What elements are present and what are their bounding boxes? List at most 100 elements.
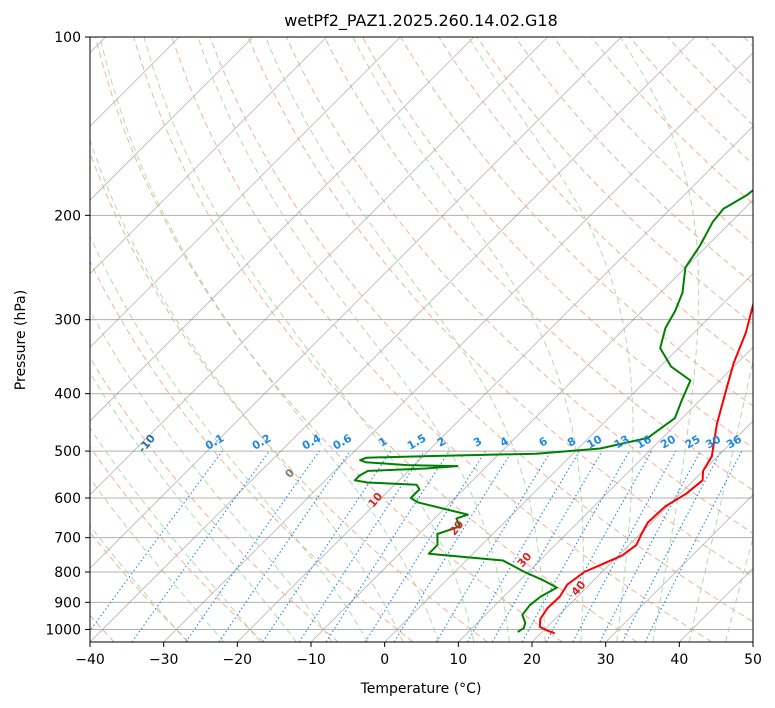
moist-adiabat-line [265,37,546,642]
temperature-line [538,301,753,635]
dry-adiabat-line [590,37,753,205]
y-tick-label: 300 [54,313,81,329]
dry-adiabat-line [285,37,753,535]
mixing-ratio-label: 30 [703,432,723,451]
y-tick-label: 1000 [45,622,81,638]
mixing-ratio-label: 13 [612,433,632,452]
dry-adiabat-line [133,37,638,642]
dry-adiabat-line [247,37,753,578]
isotherm-line [384,273,753,642]
moist-adiabat-line [90,371,297,642]
x-tick-label: −40 [75,652,105,668]
dry-adiabat-line [90,260,414,642]
dry-adiabat-line [90,445,264,642]
mixing-ratio-line [644,450,743,642]
dry-adiabat-line [323,37,753,491]
moist-adiabat-line [90,235,369,642]
mixing-ratio-label: 4 [498,434,511,449]
mixing-ratio-label: 36 [724,432,744,451]
y-tick-label: 100 [54,30,81,46]
isotherm-line [679,567,753,642]
data-lines [353,188,753,635]
y-tick-label: 200 [54,208,81,224]
mixing-ratio-label: 6 [537,434,550,449]
mixing-ratio-label: 3 [471,435,484,450]
x-tick-label: 0 [380,652,389,668]
moist-adiabat-label: 30 [515,550,535,570]
mixing-ratio-line [364,450,486,642]
moist-adiabat-line [352,37,584,642]
dry-adiabat-line [90,151,488,642]
moist-adiabat-line [688,358,753,642]
moist-adiabat-line [90,138,404,642]
mixing-ratio-label: 1 [376,435,389,450]
x-tick-label: 20 [523,652,541,668]
dry-adiabat-line [514,37,753,285]
moist-adiabat-line [90,524,188,642]
dry-adiabat-line [438,37,753,366]
mixing-ratio-line [298,450,425,642]
isotherm-line [90,37,622,569]
axis-ticks: −40 −30 −20 −10 0 10 20 30 40 5010020030040050060… [45,30,762,668]
y-axis-label: Pressure (hPa) [13,290,29,390]
isotherm-line [90,37,475,422]
mixing-ratio-line [521,450,630,642]
mixing-ratio-line [393,450,513,642]
y-tick-label: 500 [54,444,81,460]
y-tick-label: 400 [54,387,81,403]
x-tick-label: −20 [223,652,253,668]
x-tick-label: −10 [296,652,326,668]
x-tick-label: −30 [149,652,179,668]
dry-adiabat-label: -20 [57,404,80,428]
mixing-ratio-line [545,450,653,642]
line-labels: 0.10.20.40.611.52346810131620253036-100-… [57,404,744,598]
x-tick-label: 10 [449,652,467,668]
isotherm-line [90,37,254,201]
dry-adiabat-line [95,37,563,642]
mixing-ratio-line [599,450,701,642]
dry-adiabat-line [743,37,753,47]
x-tick-label: 40 [670,652,688,668]
mixing-ratio-label: 0.2 [250,432,273,453]
isotherm-line [458,346,753,642]
dry-adiabat-label: -10 [135,432,158,456]
isotherm-line [90,37,327,275]
mixing-ratio-label: 0.4 [300,431,324,452]
isotherm-line [752,641,753,642]
mixing-ratio-line [90,450,223,632]
x-axis-label: Temperature (°C) [360,681,482,697]
moist-adiabat-line [143,37,475,642]
chart-title: wetPf2_PAZ1.2025.260.14.02.G18 [284,11,558,31]
isotherm-line [90,37,696,642]
moist-adiabat-line [90,477,225,642]
y-tick-label: 900 [54,595,81,611]
mixing-ratio-line [325,450,450,642]
moist-adiabat-line [99,37,439,642]
isotherm-line [237,125,753,642]
mixing-ratio-line [218,450,351,642]
moist-adiabat-line [619,37,700,642]
dry-adiabat-line [90,356,339,642]
isotherm-line [605,494,753,642]
dry-adiabat-line [667,37,753,126]
y-tick-label: 600 [54,491,81,507]
moist-adiabat-line [725,536,753,642]
isotherm-line [531,420,753,642]
plot-area [90,37,753,642]
x-tick-label: 50 [744,652,762,668]
mixing-ratio-label: 1.5 [405,432,428,453]
dry-adiabat-line [209,37,753,623]
mixing-ratio-label: 0.6 [331,431,355,452]
dry-adiabat-line [476,37,753,325]
mixing-ratio-line [185,450,320,642]
moist-adiabat-line [467,37,634,642]
mixing-ratio-line [131,450,270,642]
mixing-ratio-line [572,450,677,642]
dry-adiabat-line [705,37,753,87]
mixing-ratio-label: 25 [683,433,703,452]
moist-adiabat-line [90,309,333,642]
y-tick-label: 800 [54,565,81,581]
isotherm-line [163,52,753,642]
plot-frame [89,36,754,643]
